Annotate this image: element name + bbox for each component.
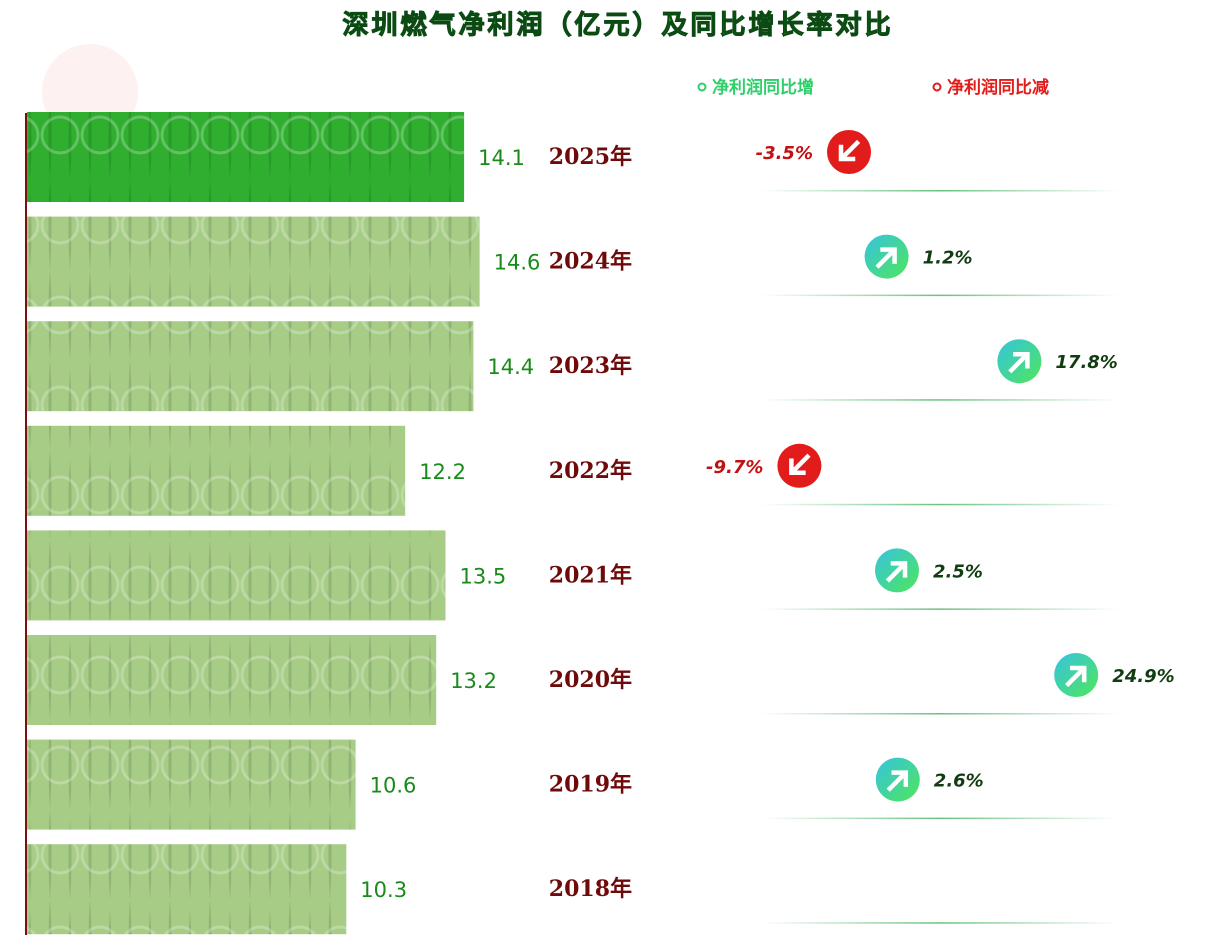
row-separator <box>760 608 1120 610</box>
bar-texture <box>27 216 480 307</box>
row-separator <box>760 190 1120 192</box>
bar-texture <box>27 425 406 516</box>
growth-arrow <box>886 770 909 792</box>
category-label: 2024年 <box>549 249 632 275</box>
growth-arrow <box>838 139 861 162</box>
category-label: 2022年 <box>549 458 632 484</box>
legend-label: 净利润同比减 <box>947 77 1049 98</box>
category-label: 2019年 <box>549 772 632 798</box>
growth-label: 2.6% <box>934 771 984 792</box>
row-separator <box>760 817 1120 820</box>
bar-value-label: 10.6 <box>370 774 417 798</box>
growth-arrow <box>875 247 897 269</box>
row-separator <box>760 503 1120 506</box>
bar-texture <box>27 112 465 202</box>
growth-label: -3.5% <box>756 143 813 164</box>
chart-title: 深圳燃气净利润（亿元）及同比增长率对比 <box>342 10 893 41</box>
row-separator <box>760 294 1120 297</box>
category-label: 2020年 <box>549 667 632 693</box>
bar-texture <box>27 321 474 412</box>
growth-label: 24.9% <box>1112 666 1174 687</box>
bar-value-label: 10.3 <box>360 878 407 902</box>
bar-texture <box>27 635 437 725</box>
legend-marker <box>932 82 942 92</box>
legend-marker <box>697 82 707 92</box>
growth-label: -9.7% <box>706 457 763 478</box>
category-label: 2021年 <box>549 562 632 588</box>
growth-arrow <box>789 453 811 476</box>
row-separator <box>760 922 1120 924</box>
growth-arrow <box>1065 665 1087 688</box>
bar-texture <box>27 739 356 830</box>
bar-value-label: 14.4 <box>487 355 534 379</box>
category-label: 2025年 <box>549 144 632 170</box>
bar-value-label: 13.2 <box>450 669 497 693</box>
legend-label: 净利润同比增 <box>712 77 814 98</box>
bar-value-label: 12.2 <box>419 460 466 484</box>
bar-value-label: 14.1 <box>478 146 525 170</box>
growth-label: 2.5% <box>933 561 983 582</box>
growth-arrow <box>885 561 908 583</box>
growth-label: 1.2% <box>923 248 973 269</box>
bar-value-label: 13.5 <box>460 564 507 588</box>
row-separator <box>760 399 1120 401</box>
category-label: 2018年 <box>549 876 632 902</box>
category-label: 2023年 <box>549 353 632 379</box>
bar-value-label: 14.6 <box>494 251 541 275</box>
growth-arrow <box>1008 351 1030 374</box>
bar-texture <box>27 530 446 621</box>
growth-label: 17.8% <box>1055 352 1117 373</box>
bar-texture <box>27 844 347 935</box>
row-separator <box>760 713 1120 715</box>
